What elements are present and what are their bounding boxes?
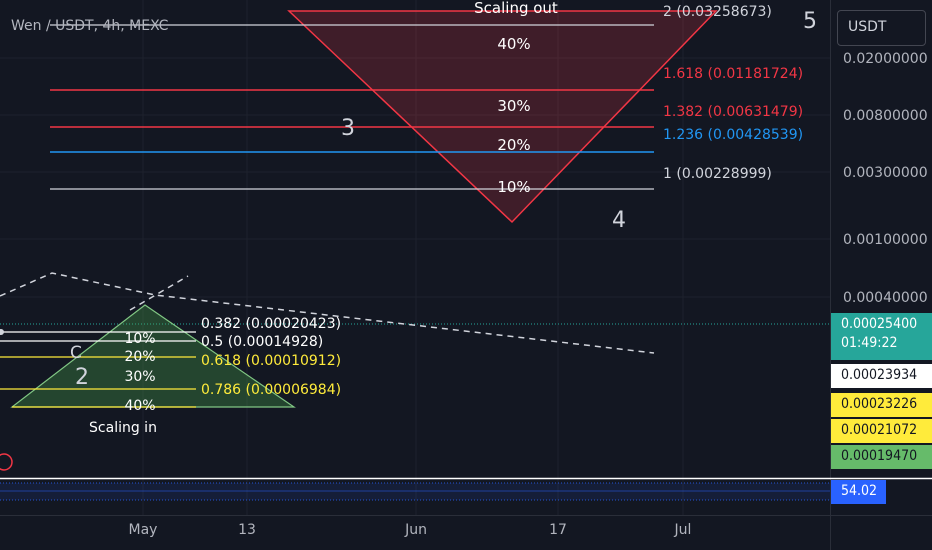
fib-label-2: 2 (0.03258673) — [663, 4, 772, 20]
wave-label-2[interactable]: 2 — [75, 365, 89, 390]
x-tick-4: Jul — [674, 522, 692, 538]
fib-out-lines — [50, 24, 654, 190]
y-tick-1: 0.00800000 — [843, 108, 928, 124]
y-tick-2: 0.00300000 — [843, 165, 928, 181]
price-tag-white: 0.00023934 — [831, 364, 932, 388]
dashed-trendline-rising[interactable] — [129, 275, 189, 311]
fib-label-05: 0.5 (0.00014928) — [201, 334, 323, 350]
y-tick-0: 0.02000000 — [843, 51, 928, 67]
scaling-out-step-4: 10% — [497, 178, 530, 196]
scaling-in-step-1: 10% — [124, 331, 155, 347]
y-tick-4: 0.00040000 — [843, 290, 928, 306]
x-tick-2: Jun — [404, 522, 427, 538]
fib-label-0786: 0.786 (0.00006984) — [201, 382, 341, 398]
x-tick-1: 13 — [238, 522, 256, 538]
horizontal-grid — [0, 57, 830, 298]
symbol-title[interactable]: Wen / USDT, 4h, MEXC — [11, 18, 169, 34]
bar-countdown: 01:49:22 — [841, 335, 898, 351]
current-price-tag: 0.00025400 01:49:22 — [831, 313, 932, 360]
scaling-out-step-2: 30% — [497, 97, 530, 115]
fib-label-0618: 0.618 (0.00010912) — [201, 353, 341, 369]
fib-label-1236: 1.236 (0.00428539) — [663, 127, 803, 143]
fib-in-lines — [0, 331, 196, 408]
scaling-out-step-3: 20% — [497, 136, 530, 154]
wave-label-5[interactable]: 5 — [803, 9, 817, 34]
scaling-in-step-3: 30% — [124, 369, 155, 385]
indicator-value-tag: 54.02 — [831, 480, 886, 504]
scaling-out-title: Scaling out — [474, 0, 558, 17]
scaling-out-triangle[interactable] — [287, 10, 718, 224]
price-marker-dot — [0, 329, 4, 335]
x-tick-0: May — [129, 522, 158, 538]
wave-label-3[interactable]: 3 — [341, 116, 355, 141]
current-price-value: 0.00025400 — [841, 316, 918, 332]
y-tick-3: 0.00100000 — [843, 232, 928, 248]
fib-label-1618: 1.618 (0.01181724) — [663, 66, 803, 82]
scaling-in-step-4: 40% — [124, 398, 155, 414]
price-tag-green: 0.00019470 — [831, 445, 932, 469]
price-tag-yellow-1: 0.00023226 — [831, 393, 932, 417]
fib-label-1: 1 (0.00228999) — [663, 166, 772, 182]
vertical-grid — [142, 0, 684, 515]
wave-label-fragment[interactable]: C — [70, 343, 82, 363]
price-tag-yellow-2: 0.00021072 — [831, 419, 932, 443]
x-tick-3: 17 — [549, 522, 567, 538]
fib-label-0382: 0.382 (0.00020423) — [201, 316, 341, 332]
currency-button[interactable]: USDT — [837, 10, 926, 46]
scaling-out-step-1: 40% — [497, 35, 530, 53]
alert-marker-icon[interactable] — [0, 453, 13, 471]
scaling-in-title: Scaling in — [89, 420, 157, 436]
scaling-in-step-2: 20% — [124, 349, 155, 365]
fib-label-1382: 1.382 (0.00631479) — [663, 104, 803, 120]
wave-label-4[interactable]: 4 — [612, 208, 626, 233]
